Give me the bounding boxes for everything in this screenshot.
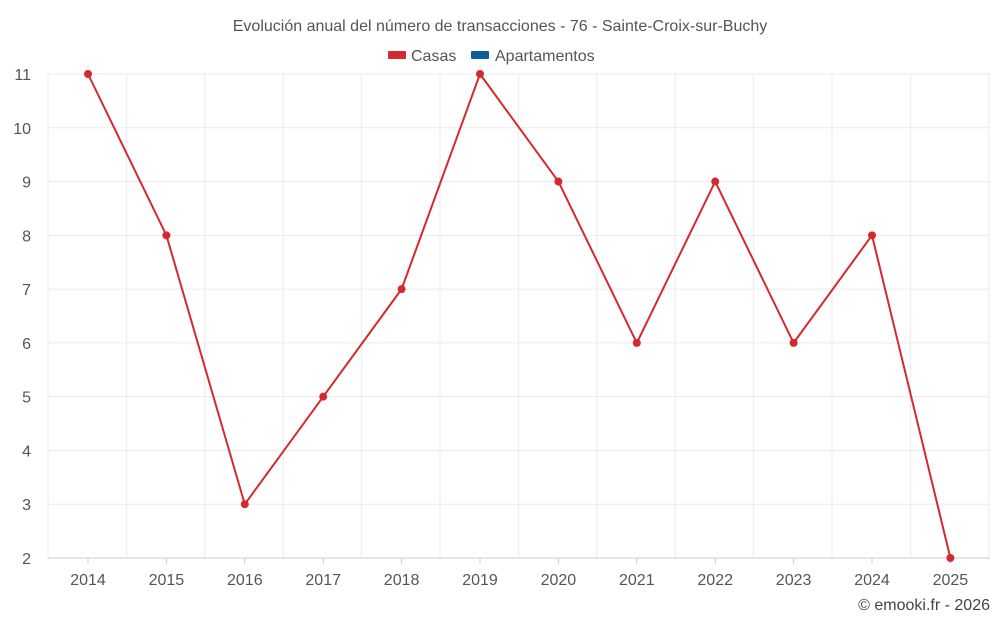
y-tick-label: 4 bbox=[22, 443, 31, 460]
x-tick-label: 2025 bbox=[933, 572, 969, 589]
data-point[interactable] bbox=[789, 338, 798, 347]
x-tick-label: 2019 bbox=[462, 572, 498, 589]
y-tick-label: 8 bbox=[22, 228, 31, 245]
data-point[interactable] bbox=[84, 70, 92, 78]
data-point[interactable] bbox=[397, 285, 406, 294]
x-tick-label: 2015 bbox=[149, 572, 185, 589]
legend-item-apartamentos[interactable]: Apartamentos bbox=[471, 48, 595, 65]
x-tick-label: 2014 bbox=[70, 572, 106, 589]
data-point[interactable] bbox=[162, 231, 171, 240]
data-point[interactable] bbox=[240, 500, 249, 509]
chart-title: Evolución anual del número de transaccio… bbox=[233, 18, 767, 35]
legend-swatch-casas bbox=[388, 51, 406, 59]
legend[interactable]: Casas Apartamentos bbox=[388, 48, 595, 65]
data-point[interactable] bbox=[554, 177, 563, 186]
data-point[interactable] bbox=[868, 231, 876, 240]
data-point[interactable] bbox=[476, 70, 484, 78]
x-tick-label: 2016 bbox=[227, 572, 263, 589]
legend-item-casas[interactable]: Casas bbox=[388, 48, 456, 65]
y-tick-label: 9 bbox=[22, 175, 31, 192]
y-tick-label: 11 bbox=[14, 67, 31, 84]
x-tick-label: 2020 bbox=[541, 572, 577, 589]
y-tick-label: 2 bbox=[22, 551, 31, 568]
x-tick-label: 2017 bbox=[305, 572, 341, 589]
x-tick-label: 2021 bbox=[619, 572, 655, 589]
credit-text: © emooki.fr - 2026 bbox=[858, 597, 990, 614]
y-tick-label: 7 bbox=[22, 282, 31, 299]
x-tick-label: 2023 bbox=[776, 572, 812, 589]
legend-swatch-apartamentos bbox=[471, 51, 489, 59]
y-tick-label: 3 bbox=[22, 497, 31, 514]
y-tick-label: 6 bbox=[22, 336, 31, 353]
legend-label-casas: Casas bbox=[411, 48, 456, 65]
y-axis: 2 3 4 5 6 7 8 9 10 11 bbox=[13, 67, 31, 568]
x-tick-label: 2018 bbox=[384, 572, 420, 589]
data-point[interactable] bbox=[319, 392, 328, 401]
data-point[interactable] bbox=[946, 554, 955, 562]
x-tick-label: 2024 bbox=[854, 572, 890, 589]
x-axis: 2014 2015 2016 2017 2018 2019 2020 2021 2022 2023… bbox=[70, 558, 968, 589]
x-tick-label: 2022 bbox=[697, 572, 733, 589]
y-tick-label: 5 bbox=[22, 390, 31, 407]
series-casas bbox=[84, 70, 955, 562]
data-point[interactable] bbox=[632, 338, 641, 347]
y-tick-label: 10 bbox=[13, 121, 31, 138]
series-line-casas bbox=[87, 73, 952, 559]
data-point[interactable] bbox=[711, 177, 720, 186]
legend-label-apartamentos: Apartamentos bbox=[495, 48, 595, 65]
